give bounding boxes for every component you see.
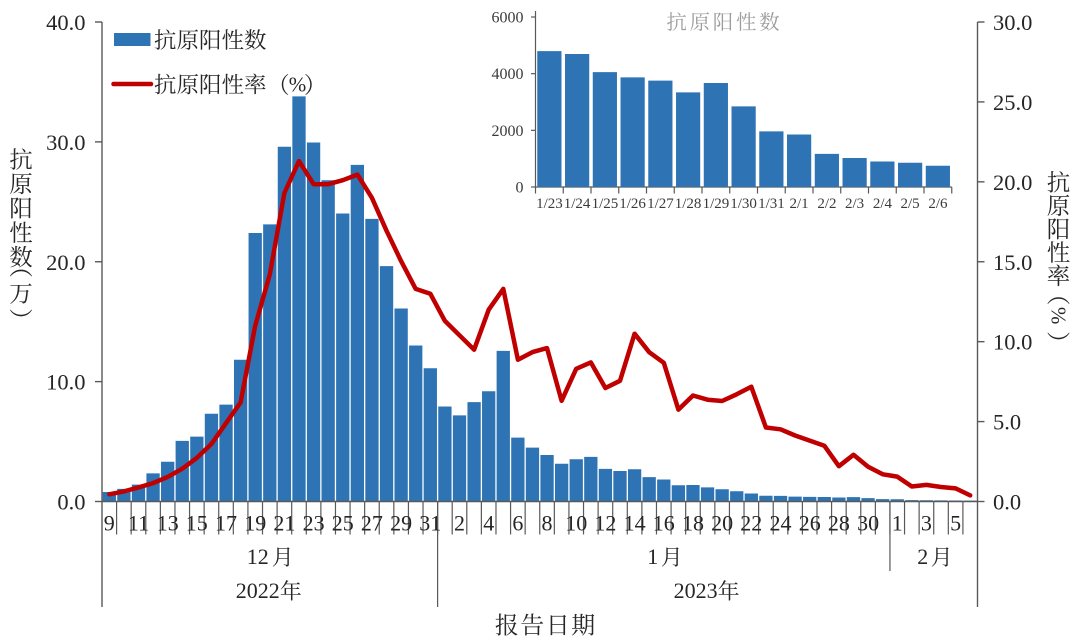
svg-text:20.0: 20.0: [46, 250, 85, 275]
svg-text:21: 21: [273, 511, 295, 536]
svg-text:1/30: 1/30: [730, 196, 757, 212]
svg-text:20.0: 20.0: [993, 170, 1032, 195]
svg-text:1/24: 1/24: [564, 196, 591, 212]
svg-text:14: 14: [624, 511, 646, 536]
svg-text:1/27: 1/27: [647, 196, 674, 212]
svg-text:29: 29: [390, 511, 412, 536]
svg-text:28: 28: [828, 511, 850, 536]
svg-text:%: %: [1047, 307, 1071, 325]
svg-text:1: 1: [647, 544, 658, 569]
svg-text:17: 17: [215, 511, 237, 536]
svg-text:4: 4: [483, 511, 494, 536]
svg-text:3: 3: [921, 511, 932, 536]
svg-text:5: 5: [950, 511, 961, 536]
svg-text:2/2: 2/2: [817, 196, 836, 212]
svg-text:2/5: 2/5: [901, 196, 920, 212]
svg-text:22: 22: [740, 511, 762, 536]
svg-text:20: 20: [711, 511, 733, 536]
svg-text:1/28: 1/28: [675, 196, 702, 212]
svg-text:19: 19: [244, 511, 266, 536]
svg-text:10.0: 10.0: [46, 370, 85, 395]
svg-text:16: 16: [653, 511, 675, 536]
svg-text:15: 15: [186, 511, 208, 536]
svg-text:27: 27: [361, 511, 383, 536]
svg-text:0.0: 0.0: [993, 490, 1021, 515]
svg-text:4000: 4000: [492, 66, 524, 83]
svg-text:2023: 2023: [674, 578, 718, 603]
svg-text:23: 23: [303, 511, 325, 536]
svg-text:40.0: 40.0: [46, 10, 85, 35]
svg-text:8: 8: [542, 511, 553, 536]
svg-text:1/23: 1/23: [536, 196, 563, 212]
svg-text:25: 25: [332, 511, 354, 536]
svg-text:6000: 6000: [492, 10, 524, 27]
svg-text:9: 9: [104, 511, 115, 536]
svg-text:2: 2: [454, 511, 465, 536]
svg-text:12: 12: [594, 511, 616, 536]
svg-text:10.0: 10.0: [993, 330, 1032, 355]
svg-text:13: 13: [157, 511, 179, 536]
svg-text:0.0: 0.0: [57, 490, 85, 515]
svg-text:1: 1: [892, 511, 903, 536]
svg-text:2: 2: [917, 544, 928, 569]
svg-text:30.0: 30.0: [46, 130, 85, 155]
svg-text:2000: 2000: [492, 123, 524, 140]
svg-text:31: 31: [419, 511, 441, 536]
svg-text:2/3: 2/3: [845, 196, 864, 212]
svg-text:24: 24: [770, 511, 792, 536]
svg-text:1/29: 1/29: [703, 196, 730, 212]
svg-text:2/6: 2/6: [928, 196, 948, 212]
svg-text:%: %: [289, 73, 307, 97]
svg-text:0: 0: [516, 180, 524, 197]
svg-text:2/1: 2/1: [790, 196, 809, 212]
svg-text:11: 11: [128, 511, 149, 536]
svg-text:25.0: 25.0: [993, 90, 1032, 115]
svg-text:26: 26: [799, 511, 821, 536]
svg-text:2/4: 2/4: [873, 196, 893, 212]
svg-text:30: 30: [857, 511, 879, 536]
svg-text:15.0: 15.0: [993, 250, 1032, 275]
svg-text:10: 10: [565, 511, 587, 536]
svg-text:1/26: 1/26: [619, 196, 646, 212]
svg-text:18: 18: [682, 511, 704, 536]
svg-text:6: 6: [512, 511, 523, 536]
svg-text:5.0: 5.0: [993, 410, 1021, 435]
svg-text:12: 12: [247, 544, 269, 569]
svg-text:1/25: 1/25: [592, 196, 619, 212]
svg-text:1/31: 1/31: [758, 196, 785, 212]
svg-text:2022: 2022: [236, 578, 280, 603]
svg-text:30.0: 30.0: [993, 10, 1032, 35]
